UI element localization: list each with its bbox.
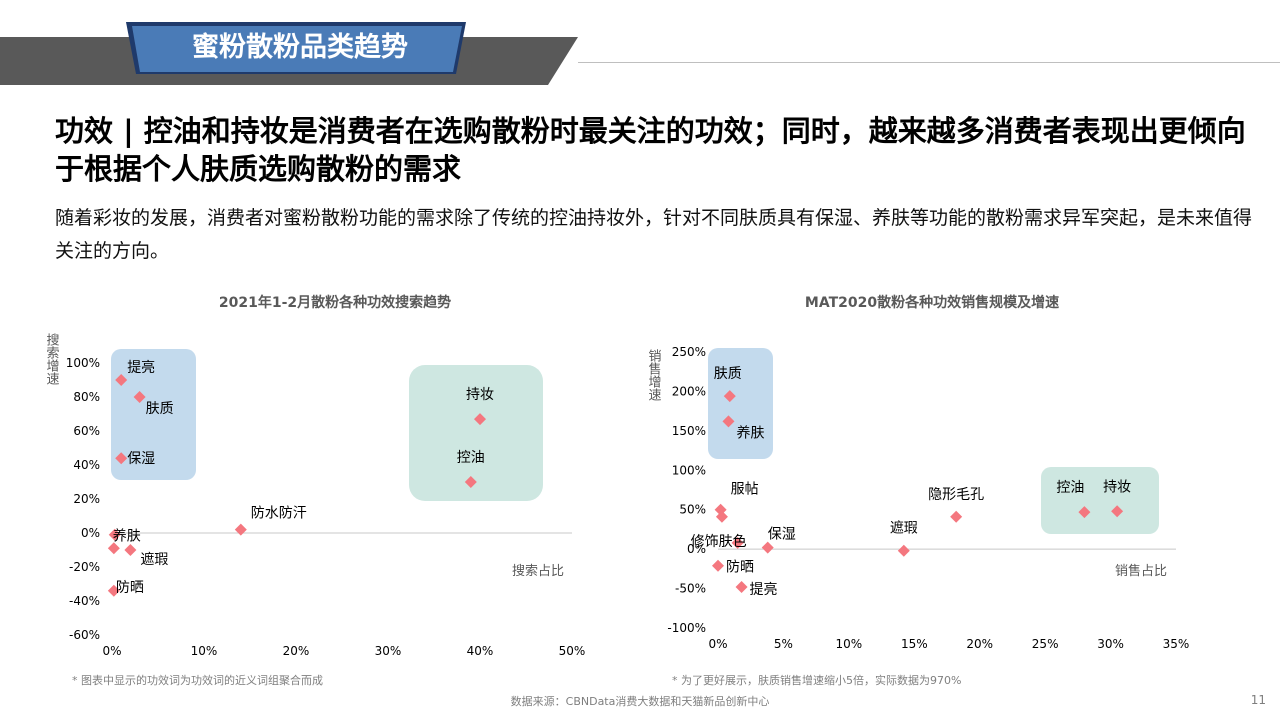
x-tick-label: 25% — [1032, 637, 1059, 651]
data-point-持妆 — [1111, 505, 1124, 518]
data-point-控油 — [1078, 506, 1091, 519]
y-tick-label: 100% — [672, 463, 706, 477]
x-axis-label: 销售占比 — [1115, 563, 1167, 579]
highlight-box-green — [409, 365, 543, 501]
y-tick-label: 0% — [81, 526, 100, 540]
y-tick-label: 80% — [73, 390, 100, 404]
data-point-防晒 — [712, 559, 724, 572]
sales-scale-chart: MAT2020散粉各种功效销售规模及增速 销售增速 销售占比 -100% -50%… — [640, 285, 1220, 660]
x-tick-label: 0% — [708, 637, 727, 651]
data-point-提亮 — [735, 580, 748, 593]
point-label: 持妆 — [1103, 479, 1131, 495]
data-point-隐形毛孔 — [950, 510, 963, 523]
point-label: 防水防汗 — [251, 506, 307, 522]
x-tick-label: 20% — [966, 637, 993, 651]
y-tick-label: 0% — [687, 542, 706, 556]
highlight-box-blue — [708, 348, 773, 459]
point-label: 提亮 — [127, 359, 155, 376]
point-label: 遮瑕 — [890, 521, 918, 537]
point-label: 防晒 — [726, 560, 754, 576]
y-tick-label: 200% — [672, 384, 706, 398]
point-label: 提亮 — [750, 581, 778, 598]
point-label: 防晒 — [116, 580, 144, 596]
data-point-遮瑕 — [124, 544, 137, 556]
y-tick-label: -50% — [675, 582, 706, 596]
data-point-修饰肤色 — [731, 536, 744, 549]
sales-scale-chart-svg: MAT2020散粉各种功效销售规模及增速 销售增速 销售占比 -100% -50%… — [646, 294, 1190, 651]
data-point-肤质 — [133, 391, 146, 403]
point-label: 保湿 — [768, 527, 796, 543]
point-label: 养肤 — [113, 529, 141, 545]
x-axis-label: 搜索占比 — [512, 564, 564, 579]
x-tick-label: 10% — [836, 637, 863, 651]
plot-area: -60% -40% -20% 0% 20% 40% 60% 80% 100% 0% 10% 20% 30… — [66, 349, 586, 658]
page-number: 11 — [1250, 693, 1266, 707]
x-tick-label: 0% — [102, 644, 121, 658]
chart-title: MAT2020散粉各种功效销售规模及增速 — [805, 294, 1059, 311]
x-tick-label: 30% — [375, 644, 402, 658]
y-tick-label: 40% — [73, 458, 100, 472]
point-label: 修饰肤色 — [691, 533, 747, 550]
point-label: 服帖 — [731, 482, 759, 498]
y-tick-label: -20% — [69, 560, 100, 574]
y-tick-label: -100% — [667, 621, 706, 635]
point-label: 遮瑕 — [140, 552, 168, 568]
point-label: 隐形毛孔 — [928, 487, 984, 503]
x-tick-label: 15% — [901, 637, 928, 651]
footnote-left: * 图表中显示的功效词为功效词的近义词组聚合而成 — [72, 674, 323, 687]
x-tick-label: 20% — [283, 644, 310, 658]
data-point-控油 — [464, 476, 477, 488]
data-point — [107, 542, 120, 555]
point-label: 养肤 — [736, 425, 764, 441]
data-point-肤质 — [723, 390, 736, 403]
y-tick-label: 100% — [66, 356, 100, 370]
y-tick-label: 150% — [672, 424, 706, 438]
point-label: 控油 — [1056, 480, 1084, 496]
data-point-保湿 — [761, 541, 774, 554]
data-point-遮瑕 — [897, 544, 910, 557]
point-label: 肤质 — [714, 366, 742, 382]
highlight-box-green — [1041, 467, 1159, 534]
headline: 功效 | 控油和持妆是消费者在选购散粉时最关注的功效；同时，越来越多消费者表现出… — [55, 114, 1246, 186]
x-tick-label: 40% — [467, 644, 494, 658]
plot-area: -100% -50% 0% 50% 100% 150% 200% 250% 0% 5% 10% 15%… — [667, 345, 1189, 651]
description: 随着彩妆的发展，消费者对蜜粉散粉功能的需求除了传统的控油持妆外，针对不同肤质具有… — [55, 207, 1253, 262]
y-tick-label: 50% — [679, 503, 706, 517]
search-trend-chart-svg: 2021年1-2月散粉各种功效搜索趋势 搜索增速 搜索占比 -60% -40% -2… — [44, 294, 586, 658]
point-label: 肤质 — [146, 401, 174, 417]
point-label: 保湿 — [127, 451, 155, 467]
y-tick-label: 250% — [672, 345, 706, 359]
point-label: 控油 — [457, 450, 485, 466]
data-point-防水防汗 — [234, 523, 247, 536]
data-point-防晒 — [107, 584, 120, 597]
data-source: 数据来源：CBNData消费大数据和天猫新品创新中心 — [510, 695, 770, 708]
y-tick-label: 60% — [73, 424, 100, 438]
y-axis-label: 搜索增速 — [44, 333, 60, 385]
x-tick-label: 5% — [774, 637, 793, 651]
header-rule — [578, 62, 1280, 63]
y-tick-label: -60% — [69, 628, 100, 642]
section-title: 蜜粉散粉品类趋势 — [192, 32, 408, 63]
search-trend-chart: 2021年1-2月散粉各种功效搜索趋势 搜索增速 搜索占比 -60% -40% -2… — [40, 285, 600, 660]
chart-title: 2021年1-2月散粉各种功效搜索趋势 — [219, 294, 451, 311]
y-axis-label: 销售增速 — [646, 349, 662, 401]
data-point-提亮 — [115, 374, 128, 386]
data-point-保湿 — [115, 452, 128, 465]
data-point-养肤 — [108, 528, 121, 541]
x-tick-label: 30% — [1097, 637, 1124, 651]
y-tick-label: 20% — [73, 492, 100, 506]
footnote-right: * 为了更好展示，肤质销售增速缩小5倍，实际数据为970% — [672, 674, 962, 687]
data-point-养肤 — [722, 415, 735, 428]
y-tick-label: -40% — [69, 594, 100, 608]
x-tick-label: 35% — [1163, 637, 1190, 651]
section-title-tab — [126, 22, 466, 74]
x-tick-label: 10% — [191, 644, 218, 658]
point-label: 持妆 — [466, 387, 494, 403]
x-tick-label: 50% — [559, 644, 586, 658]
data-point-持妆 — [474, 413, 486, 426]
highlight-box-blue — [111, 349, 196, 480]
